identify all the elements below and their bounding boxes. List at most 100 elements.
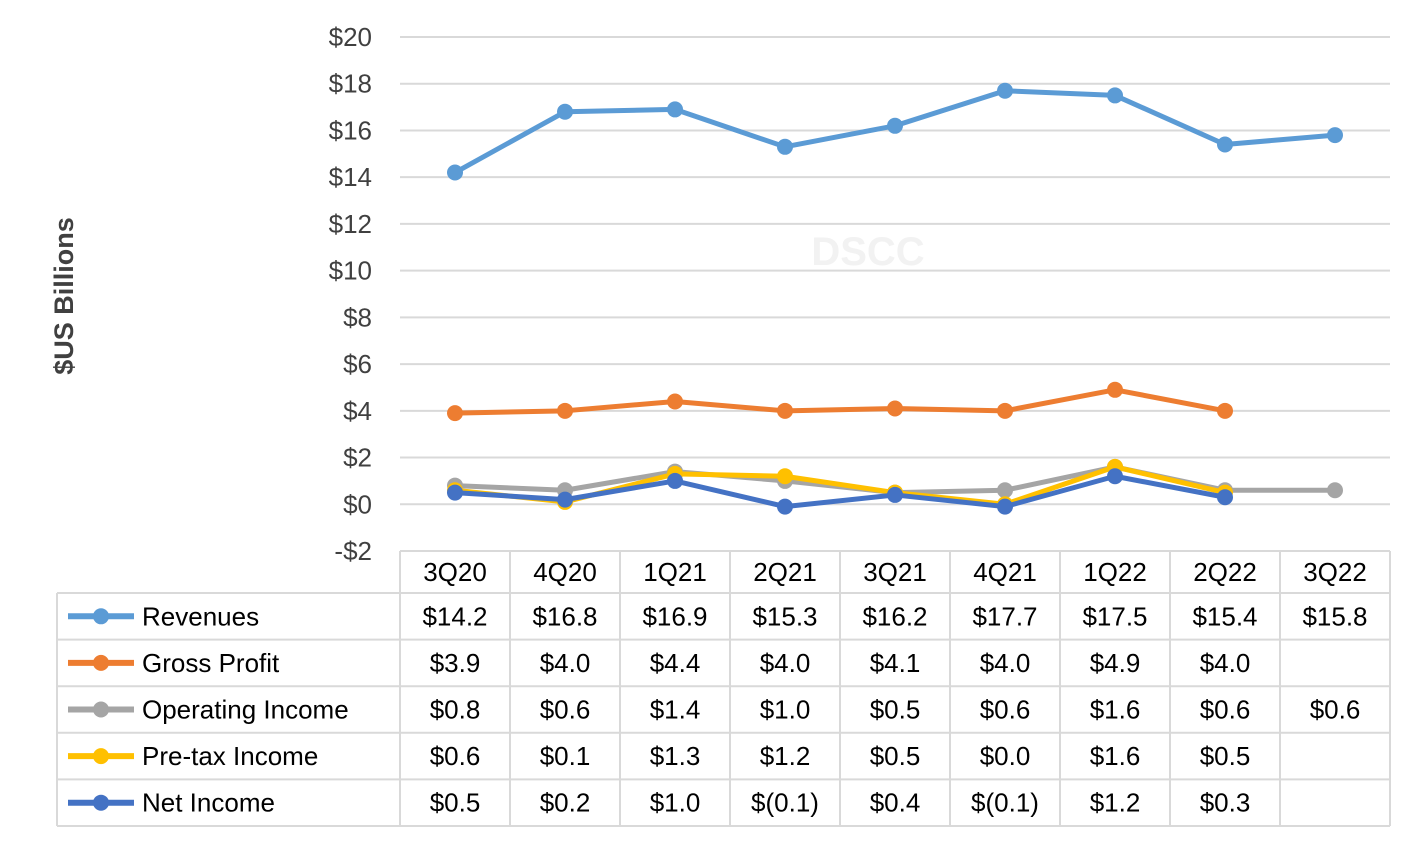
table-cell-value: $16.2 bbox=[862, 601, 927, 631]
table-cell-value: $4.0 bbox=[1200, 648, 1251, 678]
table-cell-value: $15.4 bbox=[1192, 601, 1257, 631]
table-cell-value: $0.6 bbox=[980, 695, 1031, 725]
x-category-label: 4Q20 bbox=[533, 557, 597, 587]
data-point bbox=[667, 393, 683, 410]
x-category-label: 3Q22 bbox=[1303, 557, 1367, 587]
table-cell-value: $3.9 bbox=[430, 648, 481, 678]
data-point bbox=[1217, 402, 1233, 419]
table-cell-value: $0.4 bbox=[870, 788, 921, 818]
data-point bbox=[667, 472, 683, 489]
table-cell-value: $(0.1) bbox=[751, 788, 819, 818]
y-tick-label: $2 bbox=[343, 443, 372, 473]
data-point bbox=[887, 486, 903, 503]
table-cell-value: $16.8 bbox=[532, 601, 597, 631]
data-point bbox=[557, 491, 573, 508]
table-cell-value: $1.2 bbox=[1090, 788, 1141, 818]
table-cell-value: $0.2 bbox=[540, 788, 591, 818]
table-cell-value: $14.2 bbox=[422, 601, 487, 631]
data-point bbox=[1327, 482, 1343, 499]
table-cell-value: $1.3 bbox=[650, 741, 701, 771]
data-point bbox=[557, 103, 573, 120]
table-cell-value: $0.0 bbox=[980, 741, 1031, 771]
data-point bbox=[997, 402, 1013, 419]
series-lines bbox=[447, 82, 1343, 515]
table-cell-value: $0.1 bbox=[540, 741, 591, 771]
x-category-label: 2Q22 bbox=[1193, 557, 1257, 587]
x-category-label: 2Q21 bbox=[753, 557, 817, 587]
data-point bbox=[667, 101, 683, 118]
y-axis-label: $US Billions bbox=[49, 217, 79, 375]
data-point bbox=[887, 400, 903, 417]
table-cell-value: $1.4 bbox=[650, 695, 701, 725]
data-point bbox=[997, 482, 1013, 499]
y-tick-label: $20 bbox=[329, 22, 372, 52]
legend-entry: Gross Profit bbox=[142, 648, 280, 678]
data-point bbox=[997, 82, 1013, 99]
table-cell-value: $4.1 bbox=[870, 648, 921, 678]
data-point bbox=[1107, 381, 1123, 398]
table-cell-value: $0.5 bbox=[430, 788, 481, 818]
table-cell-value: $4.4 bbox=[650, 648, 701, 678]
series-line bbox=[454, 387, 1226, 416]
table-cell-value: $1.6 bbox=[1090, 695, 1141, 725]
data-point bbox=[777, 138, 793, 155]
table-cell-value: $1.0 bbox=[760, 695, 811, 725]
table-cell-value: $4.0 bbox=[760, 648, 811, 678]
data-point bbox=[1107, 468, 1123, 485]
data-point bbox=[1107, 87, 1123, 104]
table-cell-value: $(0.1) bbox=[971, 788, 1039, 818]
y-tick-label: -$2 bbox=[334, 536, 372, 566]
y-tick-label: $0 bbox=[343, 489, 372, 519]
legend-entry: Revenues bbox=[142, 601, 259, 631]
table-cell-value: $0.6 bbox=[1310, 695, 1361, 725]
table-cell-value: $0.6 bbox=[1200, 695, 1251, 725]
data-point bbox=[997, 498, 1013, 515]
table-cell-value: $17.7 bbox=[972, 601, 1037, 631]
data-point bbox=[447, 484, 463, 501]
table-cell-value: $4.9 bbox=[1090, 648, 1141, 678]
x-category-label: 1Q21 bbox=[643, 557, 707, 587]
legend-entry: Net Income bbox=[142, 788, 275, 818]
data-point bbox=[447, 164, 463, 181]
data-table: 3Q20 4Q20 1Q21 2Q21 3Q21 4Q21 1Q22 2Q22 3Q22 Reve… bbox=[56, 550, 1391, 827]
table-cell-value: $0.6 bbox=[540, 695, 591, 725]
data-point bbox=[777, 498, 793, 515]
data-point bbox=[887, 117, 903, 134]
table-cell-value: $4.0 bbox=[980, 648, 1031, 678]
table-cell-value: $0.8 bbox=[430, 695, 481, 725]
y-tick-label: $12 bbox=[329, 209, 372, 239]
table-cell-value: $15.8 bbox=[1302, 601, 1367, 631]
legend-entry: Pre-tax Income bbox=[142, 741, 318, 771]
legend-marker-icon bbox=[93, 608, 109, 625]
x-category-label: 4Q21 bbox=[973, 557, 1037, 587]
table-cell-value: $15.3 bbox=[752, 601, 817, 631]
y-tick-label: $4 bbox=[343, 396, 372, 426]
gridlines bbox=[400, 36, 1390, 552]
table-cell-value: $0.3 bbox=[1200, 788, 1251, 818]
table-cell-value: $0.5 bbox=[1200, 741, 1251, 771]
data-point bbox=[1327, 127, 1343, 144]
data-point bbox=[557, 402, 573, 419]
y-tick-label: $6 bbox=[343, 349, 372, 379]
table-cell-value: $4.0 bbox=[540, 648, 591, 678]
series-line bbox=[454, 473, 1226, 510]
table-cell-value: $0.6 bbox=[430, 741, 481, 771]
data-point bbox=[1217, 136, 1233, 153]
legend-marker-icon bbox=[93, 701, 109, 718]
data-point bbox=[1217, 489, 1233, 506]
table-cell-value: $0.5 bbox=[870, 695, 921, 725]
y-tick-label: $14 bbox=[329, 162, 372, 192]
legend-entry: Operating Income bbox=[142, 695, 349, 725]
y-tick-label: $16 bbox=[329, 115, 372, 145]
legend-marker-icon bbox=[93, 654, 109, 671]
data-point bbox=[777, 402, 793, 419]
x-category-label: 3Q21 bbox=[863, 557, 927, 587]
y-tick-label: $8 bbox=[343, 302, 372, 332]
table-cell-value: $1.2 bbox=[760, 741, 811, 771]
data-point bbox=[777, 468, 793, 485]
y-axis-ticks: $20 $18 $16 $14 $12 $10 $8 $6 $4 $2 $0 -$2 bbox=[329, 22, 372, 566]
table-cell-value: $17.5 bbox=[1082, 601, 1147, 631]
table-cell-value: $0.5 bbox=[870, 741, 921, 771]
watermark: DSCC bbox=[811, 230, 924, 274]
